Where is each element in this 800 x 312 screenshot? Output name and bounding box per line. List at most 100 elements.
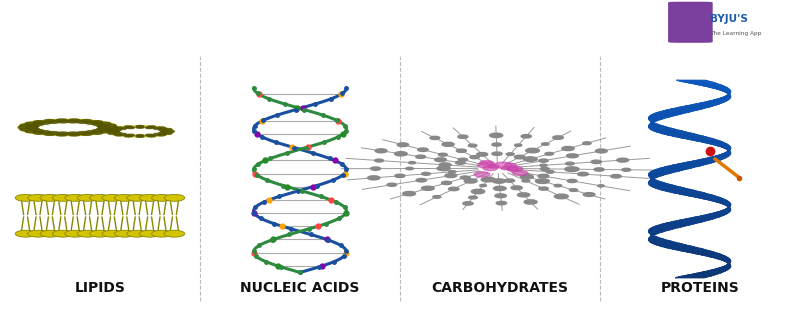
Polygon shape bbox=[650, 228, 670, 230]
Circle shape bbox=[40, 230, 61, 237]
Polygon shape bbox=[650, 127, 669, 129]
Polygon shape bbox=[158, 127, 166, 129]
Circle shape bbox=[595, 149, 607, 153]
Polygon shape bbox=[704, 157, 727, 159]
Polygon shape bbox=[722, 91, 730, 93]
Polygon shape bbox=[724, 95, 730, 97]
Polygon shape bbox=[719, 259, 730, 261]
Polygon shape bbox=[154, 128, 162, 129]
Circle shape bbox=[439, 163, 451, 167]
Circle shape bbox=[455, 161, 465, 164]
Polygon shape bbox=[649, 116, 665, 119]
Polygon shape bbox=[684, 138, 714, 139]
Circle shape bbox=[367, 176, 380, 180]
Polygon shape bbox=[124, 135, 132, 137]
Polygon shape bbox=[649, 236, 655, 238]
Polygon shape bbox=[650, 122, 653, 124]
Polygon shape bbox=[683, 162, 714, 163]
Polygon shape bbox=[706, 86, 728, 88]
Polygon shape bbox=[650, 229, 668, 231]
Polygon shape bbox=[696, 141, 722, 142]
Polygon shape bbox=[702, 142, 726, 144]
Circle shape bbox=[460, 176, 470, 179]
Polygon shape bbox=[649, 180, 657, 182]
Polygon shape bbox=[725, 151, 730, 153]
Polygon shape bbox=[67, 132, 78, 134]
Polygon shape bbox=[700, 101, 725, 103]
Circle shape bbox=[507, 166, 522, 172]
Polygon shape bbox=[653, 170, 677, 172]
Polygon shape bbox=[716, 202, 730, 204]
Polygon shape bbox=[719, 266, 730, 268]
Polygon shape bbox=[707, 269, 728, 271]
Polygon shape bbox=[26, 122, 36, 125]
Polygon shape bbox=[649, 174, 662, 176]
Polygon shape bbox=[721, 260, 730, 262]
Polygon shape bbox=[148, 126, 156, 128]
Circle shape bbox=[65, 230, 86, 237]
Polygon shape bbox=[108, 129, 116, 130]
Polygon shape bbox=[664, 246, 694, 248]
Polygon shape bbox=[666, 166, 698, 167]
Polygon shape bbox=[69, 133, 80, 136]
Polygon shape bbox=[711, 99, 730, 101]
Polygon shape bbox=[656, 169, 683, 171]
Circle shape bbox=[374, 159, 383, 162]
Polygon shape bbox=[39, 122, 50, 124]
Polygon shape bbox=[114, 132, 122, 134]
Circle shape bbox=[139, 194, 160, 201]
Polygon shape bbox=[649, 175, 658, 178]
Polygon shape bbox=[649, 117, 662, 119]
Polygon shape bbox=[67, 120, 78, 123]
Circle shape bbox=[402, 192, 415, 196]
Polygon shape bbox=[47, 132, 58, 134]
Polygon shape bbox=[690, 139, 719, 141]
Circle shape bbox=[480, 184, 486, 187]
Polygon shape bbox=[649, 232, 655, 235]
Polygon shape bbox=[698, 141, 725, 143]
Polygon shape bbox=[124, 126, 132, 128]
Circle shape bbox=[27, 230, 48, 237]
Circle shape bbox=[387, 183, 397, 186]
Circle shape bbox=[90, 194, 110, 201]
Polygon shape bbox=[678, 250, 709, 251]
Polygon shape bbox=[158, 134, 166, 136]
Circle shape bbox=[492, 143, 502, 146]
Polygon shape bbox=[114, 134, 122, 136]
Polygon shape bbox=[666, 190, 696, 192]
Circle shape bbox=[483, 166, 498, 171]
Polygon shape bbox=[710, 268, 730, 271]
Polygon shape bbox=[718, 202, 730, 205]
Polygon shape bbox=[650, 177, 654, 179]
Polygon shape bbox=[697, 197, 723, 199]
Circle shape bbox=[480, 161, 494, 165]
Polygon shape bbox=[704, 255, 727, 257]
Circle shape bbox=[490, 133, 502, 138]
Text: The Learning App: The Learning App bbox=[710, 31, 762, 36]
Polygon shape bbox=[652, 171, 674, 173]
Polygon shape bbox=[679, 219, 710, 220]
Circle shape bbox=[422, 186, 434, 190]
Polygon shape bbox=[723, 151, 730, 154]
Polygon shape bbox=[650, 241, 671, 243]
Polygon shape bbox=[651, 227, 673, 230]
Polygon shape bbox=[81, 133, 92, 135]
Polygon shape bbox=[666, 247, 698, 248]
Polygon shape bbox=[126, 134, 134, 136]
Polygon shape bbox=[723, 147, 730, 150]
Polygon shape bbox=[719, 146, 730, 149]
Circle shape bbox=[506, 166, 518, 170]
Polygon shape bbox=[725, 261, 730, 264]
Polygon shape bbox=[658, 168, 686, 170]
Polygon shape bbox=[714, 154, 730, 156]
Polygon shape bbox=[32, 129, 43, 132]
Polygon shape bbox=[722, 265, 730, 267]
Circle shape bbox=[538, 174, 549, 178]
Polygon shape bbox=[649, 181, 661, 183]
Polygon shape bbox=[654, 226, 678, 228]
Polygon shape bbox=[724, 207, 730, 210]
Polygon shape bbox=[707, 256, 728, 258]
Polygon shape bbox=[650, 120, 654, 123]
Text: BIOMOLECULES: BIOMOLECULES bbox=[10, 10, 276, 39]
Circle shape bbox=[449, 171, 456, 173]
